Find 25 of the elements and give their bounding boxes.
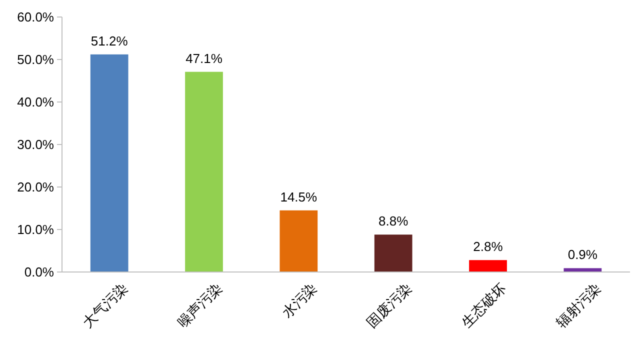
- bar: [280, 210, 318, 272]
- data-label: 14.5%: [280, 189, 318, 204]
- data-label: 2.8%: [473, 239, 504, 254]
- y-tick-label: 60.0%: [17, 10, 54, 25]
- y-tick-label: 50.0%: [17, 52, 54, 68]
- x-tick-label: 噪声污染: [174, 280, 226, 331]
- x-tick-label: 辐射污染: [552, 280, 604, 331]
- x-tick-label: 生态破坏: [458, 280, 510, 331]
- y-tick-label: 10.0%: [17, 222, 54, 238]
- y-tick-label: 30.0%: [17, 137, 54, 152]
- bar: [469, 260, 507, 272]
- data-label: 0.9%: [568, 247, 598, 262]
- data-label: 47.1%: [186, 50, 223, 66]
- data-label: 8.8%: [378, 214, 409, 229]
- y-tick-label: 20.0%: [17, 180, 54, 195]
- x-tick-label: 固废污染: [363, 280, 414, 331]
- bar: [185, 72, 223, 272]
- data-label: 51.2%: [90, 33, 128, 48]
- y-tick-label: 0.0%: [24, 264, 54, 280]
- x-tick-label: 水污染: [278, 280, 320, 321]
- bar: [90, 54, 128, 272]
- y-tick-label: 40.0%: [17, 94, 54, 110]
- bar: [374, 234, 412, 272]
- bar: [564, 268, 602, 272]
- x-tick-label: 大气污染: [79, 280, 130, 331]
